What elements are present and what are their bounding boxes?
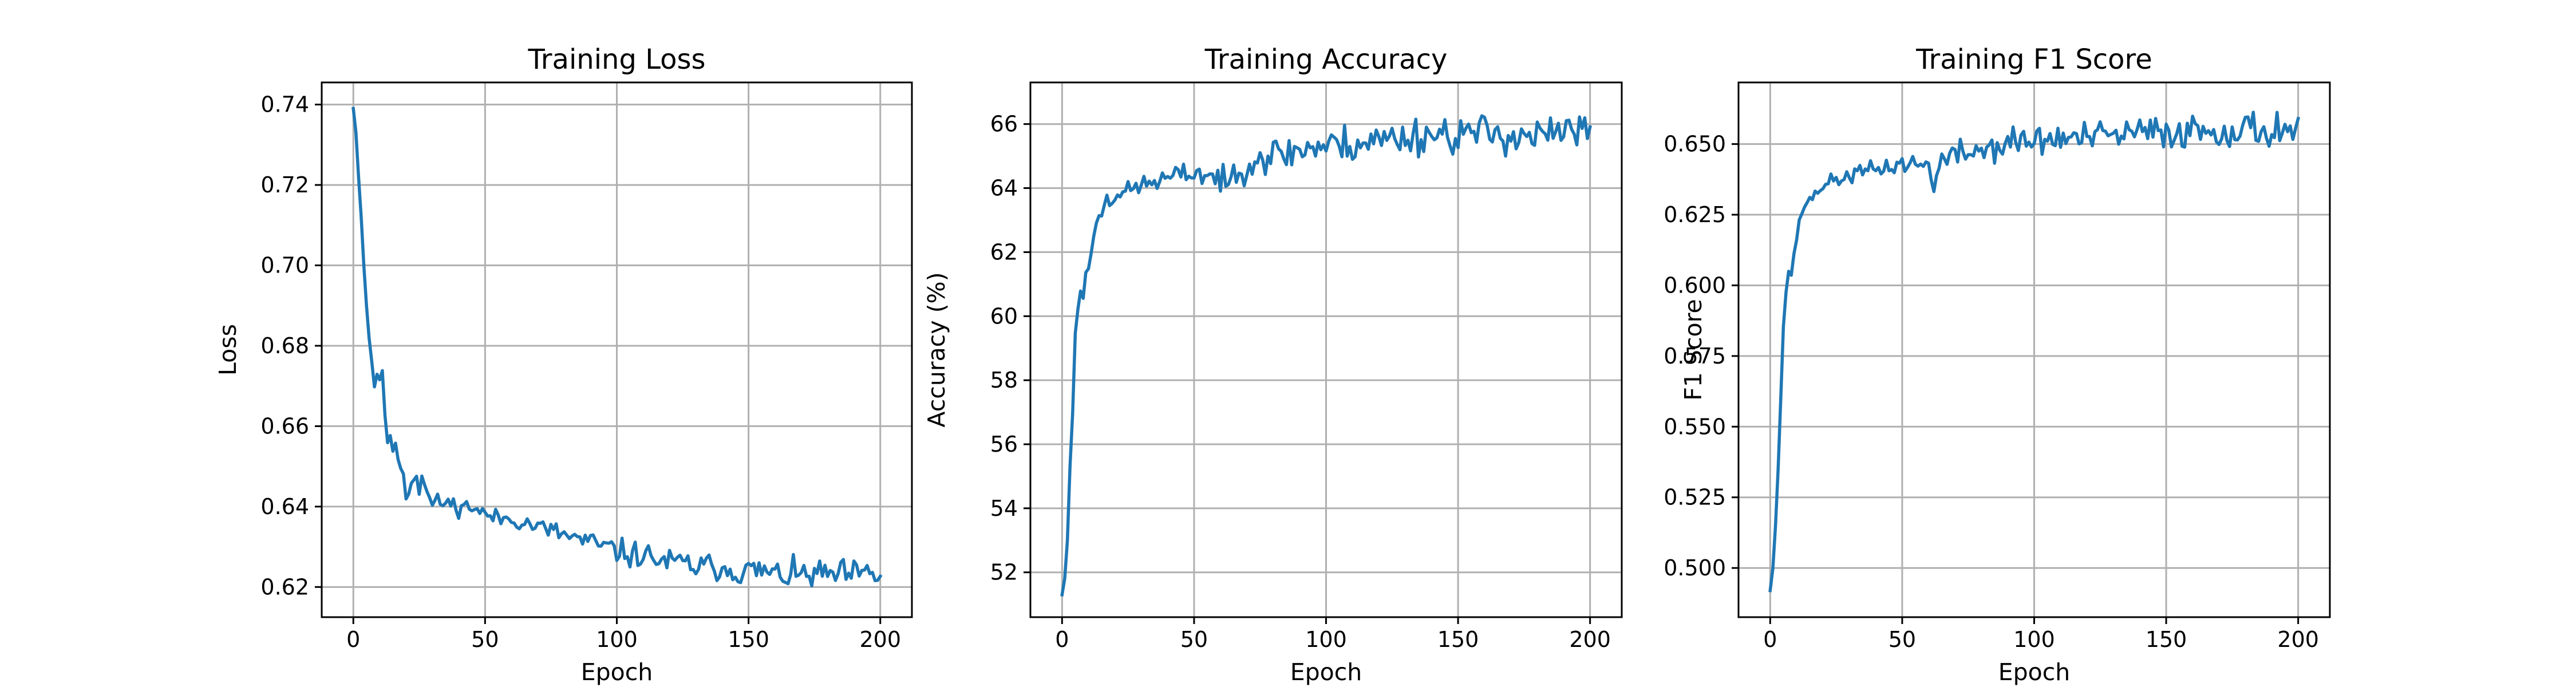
y-tick-label: 66 bbox=[990, 112, 1018, 137]
x-tick-label: 200 bbox=[1569, 627, 1611, 652]
x-tick-label: 200 bbox=[860, 627, 902, 652]
y-tick-label: 0.66 bbox=[260, 413, 309, 439]
y-axis-label: F1 Score bbox=[1680, 299, 1707, 401]
x-tick-label: 50 bbox=[471, 627, 499, 652]
y-tick-label: 54 bbox=[990, 496, 1018, 521]
y-tick-label: 0.68 bbox=[260, 333, 309, 358]
y-tick-label: 0.525 bbox=[1664, 485, 1726, 510]
y-tick-label: 64 bbox=[990, 176, 1018, 201]
x-tick-label: 100 bbox=[596, 627, 638, 652]
chart-panel-3: 0 50 100 150 200 0.500 0.525 0.550 0.575 0.600 0.6… bbox=[1664, 44, 2331, 686]
x-axis-label: Epoch bbox=[1290, 658, 1362, 686]
x-tick-label: 100 bbox=[1305, 627, 1347, 652]
y-tick-label: 0.62 bbox=[260, 574, 309, 599]
y-tick-label: 58 bbox=[990, 368, 1018, 393]
y-tick-label: 52 bbox=[990, 560, 1018, 585]
y-tick-label: 0.600 bbox=[1664, 273, 1726, 298]
chart-title: Training F1 Score bbox=[1915, 44, 2152, 76]
y-tick-label: 62 bbox=[990, 239, 1018, 264]
y-tick-label: 0.74 bbox=[260, 92, 309, 117]
y-tick-label: 56 bbox=[990, 432, 1018, 457]
series-line bbox=[351, 106, 883, 588]
x-tick-label: 0 bbox=[1055, 627, 1069, 652]
series-line bbox=[1060, 114, 1592, 597]
x-tick-label: 150 bbox=[2146, 627, 2187, 652]
x-axis-label: Epoch bbox=[1998, 658, 2071, 686]
chart-panel-2: 0 50 100 150 200 52 54 56 58 60 62 64 66 Training Acc… bbox=[923, 44, 1623, 686]
y-axis-label: Loss bbox=[214, 324, 242, 376]
y-tick-label: 0.575 bbox=[1664, 344, 1726, 369]
y-axis-label: Accuracy (%) bbox=[923, 272, 950, 427]
series-line bbox=[1768, 110, 2301, 593]
x-tick-label: 0 bbox=[1763, 627, 1777, 652]
chart-panel-1: 0 50 100 150 200 0.62 0.64 0.66 0.68 0.70 0.72 0.74… bbox=[214, 44, 913, 686]
x-tick-label: 150 bbox=[1437, 627, 1479, 652]
x-tick-label: 150 bbox=[728, 627, 769, 652]
x-tick-label: 200 bbox=[2277, 627, 2319, 652]
y-tick-label: 0.64 bbox=[260, 494, 309, 519]
y-tick-label: 60 bbox=[990, 303, 1018, 329]
y-tick-label: 0.625 bbox=[1664, 202, 1726, 227]
chart-title: Training Loss bbox=[528, 44, 706, 76]
y-tick-label: 0.650 bbox=[1664, 132, 1726, 157]
y-tick-label: 0.550 bbox=[1664, 414, 1726, 439]
x-tick-label: 100 bbox=[2013, 627, 2055, 652]
y-tick-label: 0.500 bbox=[1664, 555, 1726, 581]
y-tick-label: 0.72 bbox=[260, 172, 309, 198]
x-tick-label: 0 bbox=[346, 627, 360, 652]
x-tick-label: 50 bbox=[1888, 627, 1916, 652]
x-axis-label: Epoch bbox=[581, 658, 653, 686]
x-tick-label: 50 bbox=[1180, 627, 1208, 652]
y-tick-label: 0.70 bbox=[260, 253, 309, 278]
chart-title: Training Accuracy bbox=[1204, 44, 1448, 76]
